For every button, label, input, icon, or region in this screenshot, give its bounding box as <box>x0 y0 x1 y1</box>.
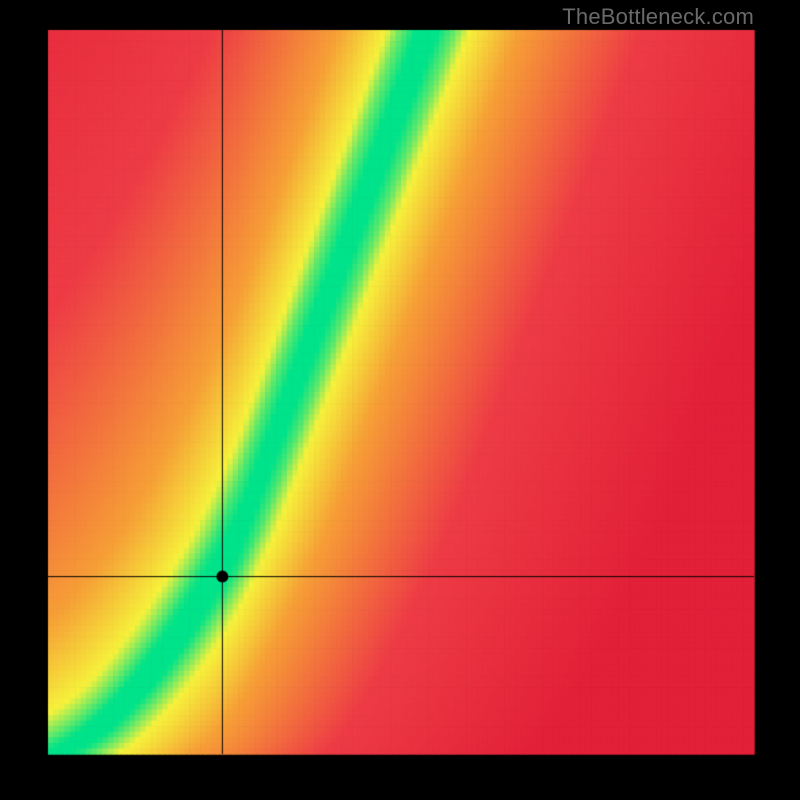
watermark-text: TheBottleneck.com <box>562 4 754 30</box>
bottleneck-heatmap <box>0 0 800 800</box>
